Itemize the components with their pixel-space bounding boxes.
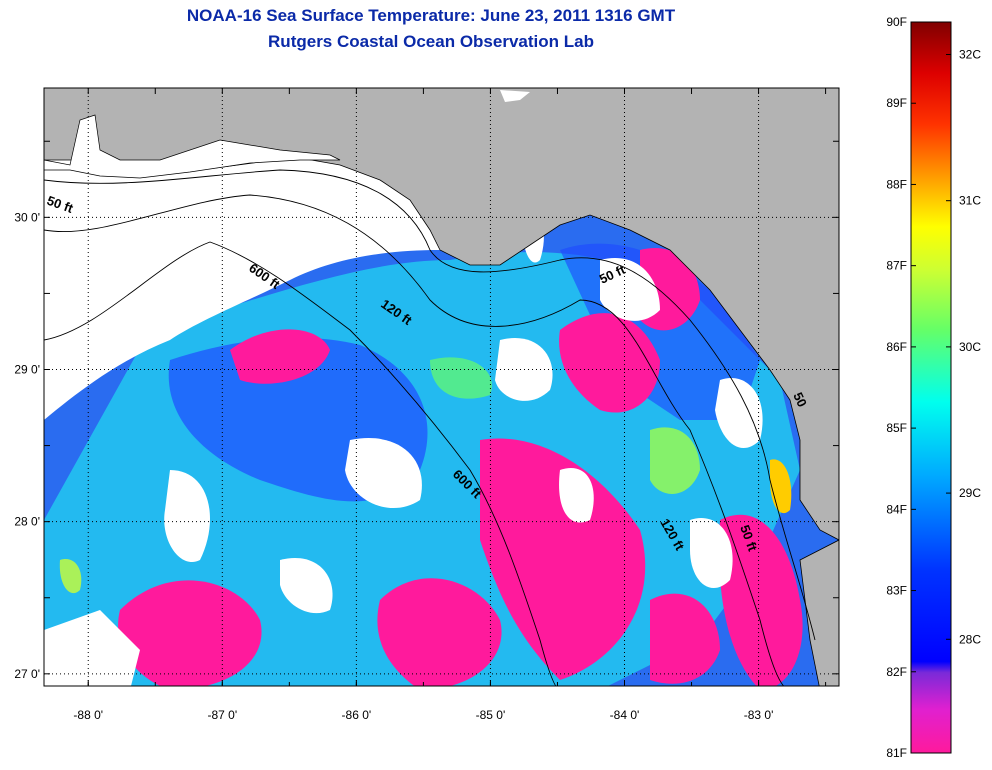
colorbar-f-label: 83F	[886, 584, 907, 598]
colorbar-f-label: 84F	[886, 502, 907, 516]
colorbar-f-label: 85F	[886, 421, 907, 435]
sst-field	[44, 88, 839, 686]
cloud-region	[280, 558, 333, 614]
x-tick-label: -86 0'	[342, 708, 372, 722]
cloud-region	[44, 610, 140, 686]
chart-title: NOAA-16 Sea Surface Temperature: June 23…	[186, 6, 676, 25]
cloud-region	[559, 468, 594, 523]
sst-magenta-region	[480, 438, 646, 680]
cloud-region	[345, 438, 422, 509]
sst-magenta-region	[650, 593, 720, 684]
sst-magenta-region	[230, 329, 330, 384]
cloud-region	[690, 518, 733, 589]
colorbar-f-label: 88F	[886, 177, 907, 191]
cloud-region	[715, 378, 763, 449]
colorbar-c-label: 29C	[959, 486, 981, 500]
sst-warm-streak	[59, 559, 82, 594]
colorbar-f-label: 86F	[886, 340, 907, 354]
x-tick-label: -88 0'	[73, 708, 103, 722]
sst-map: -88 0' -87 0' -86 0' -85 0' -84 0' -83 0' 30 0…	[14, 87, 840, 722]
map-frame	[43, 87, 840, 687]
sst-magenta-region	[377, 578, 502, 686]
x-tick-label: -83 0'	[744, 708, 774, 722]
y-tick-label: 27 0'	[14, 667, 40, 681]
colorbar-f-label: 87F	[886, 259, 907, 273]
sst-warm-streak	[650, 427, 700, 494]
y-tick-label: 30 0'	[14, 210, 40, 224]
sst-warm-streak	[430, 357, 492, 399]
x-tick-label: -85 0'	[476, 708, 506, 722]
colorbar-f-label: 82F	[886, 665, 907, 679]
y-tick-label: 29 0'	[14, 363, 40, 377]
sst-magenta-region	[559, 313, 660, 413]
colorbar-f-label: 90F	[886, 15, 907, 29]
x-tick-label: -84 0'	[610, 708, 640, 722]
chart-subtitle: Rutgers Coastal Ocean Observation Lab	[268, 32, 594, 51]
contour-120ft-line	[44, 194, 785, 686]
colorbar-c-label: 31C	[959, 194, 981, 208]
sst-magenta-region	[719, 514, 803, 686]
colorbar-f-label: 81F	[886, 746, 907, 760]
sst-magenta-region	[118, 580, 262, 686]
contour-label: 50	[790, 390, 810, 409]
bay-region	[44, 88, 341, 179]
colorbar-c-label: 30C	[959, 340, 981, 354]
x-tick-label: -87 0'	[207, 708, 237, 722]
land-mass	[799, 539, 839, 686]
bay-region	[500, 90, 530, 102]
colorbar-f-label: 89F	[886, 96, 907, 110]
contour-600ft-line	[44, 241, 557, 686]
colorbar-gradient	[910, 21, 952, 754]
cloud-region	[164, 470, 210, 562]
cloud-region	[495, 338, 553, 401]
cloud-region	[600, 258, 660, 321]
colorbar-c-label: 28C	[959, 632, 981, 646]
colorbar-ticks: 90F 89F 88F 87F 86F 85F 84F 83F 82F 81F 32C 31C 30C 2…	[886, 15, 981, 760]
contour-50ft-line	[44, 169, 816, 641]
graticule: -88 0' -87 0' -86 0' -85 0' -84 0' -83 0' 30 0…	[14, 88, 839, 722]
y-tick-label: 28 0'	[14, 515, 40, 529]
colorbar-c-label: 32C	[959, 47, 981, 61]
